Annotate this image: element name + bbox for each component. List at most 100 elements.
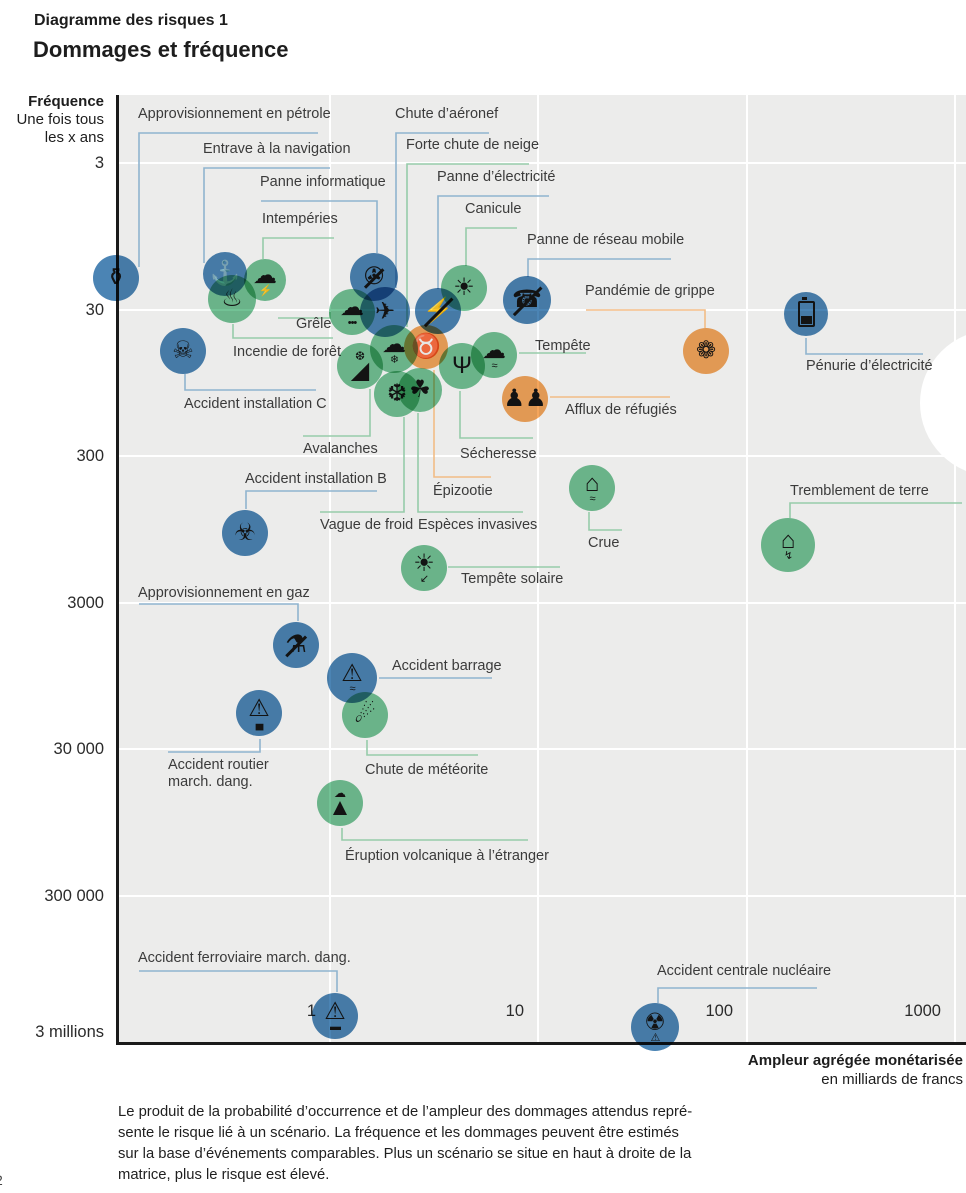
mobile-network-failure-icon-glyph: ☎ — [512, 286, 542, 313]
snowfall-cloud-icon-sub-glyph: ❄ — [389, 353, 399, 366]
leader-line-chute-meteorite — [366, 740, 478, 756]
y-tick-label-30 000: 30 000 — [53, 740, 104, 758]
y-gridline-3000 — [119, 602, 966, 604]
leader-line-accident-installation-c — [184, 374, 316, 391]
gas-pipe-icon-glyph: ⚗ — [285, 631, 307, 658]
y-tick-label-300: 300 — [76, 447, 104, 465]
leader-line-tremblement-terre — [789, 502, 962, 518]
earthquake-house-icon: ⌂ ↯ — [781, 528, 796, 562]
bubble-eruption-volcanique: ☁ ▲ — [317, 780, 363, 826]
wind-storm-cloud-icon-sub-glyph: ≈ — [491, 359, 497, 372]
gas-pipe-icon: ⚗ — [285, 633, 307, 657]
point-label-incendie-foret: Incendie de forêt — [233, 344, 342, 360]
y-axis-line — [116, 95, 119, 1045]
it-failure-icon: ✇ — [364, 265, 384, 289]
leader-line-chute-aeronef — [395, 132, 489, 288]
bubble-panne-reseau-mobile: ☎ — [503, 276, 551, 324]
point-label-accident-barrage: Accident barrage — [392, 658, 502, 674]
y-gridline-300 000 — [119, 895, 966, 897]
point-label-vague-de-froid: Vague de froid — [320, 517, 414, 533]
refugees-people-icon: ♟♟ — [503, 387, 546, 411]
leader-line-secheresse — [459, 391, 533, 439]
point-label-pandemie-grippe: Pandémie de grippe — [585, 283, 715, 299]
hail-cloud-icon-glyph: ☁ — [340, 293, 364, 321]
point-label-epizootie: Épizootie — [433, 483, 493, 499]
y-gridline-3 — [119, 162, 966, 164]
point-label-entrave-navigation: Entrave à la navigation — [203, 141, 351, 157]
point-label-secheresse: Sécheresse — [460, 446, 537, 462]
leader-line-especes-invasives — [417, 413, 523, 513]
forest-fire-icon: ♨ — [221, 287, 243, 311]
point-label-tempete-solaire: Tempête solaire — [461, 571, 564, 587]
truck-warning-icon-sub-glyph: ▄ — [255, 717, 264, 730]
bubble-approvisionnement-gaz: ⚗ — [273, 622, 319, 668]
point-label-intemperies: Intempéries — [262, 211, 338, 227]
solar-storm-icon: ☀ ↙ — [413, 549, 435, 585]
dam-wave-icon-glyph: ⚠ — [341, 659, 363, 687]
leader-line-accident-installation-b — [245, 490, 377, 509]
x-axis-subtitle: en milliards de francs — [821, 1071, 963, 1088]
flooded-house-icon: ⌂ ≈ — [584, 469, 600, 505]
leader-line-incendie-foret — [232, 324, 333, 339]
page-title: Dommages et fréquence — [33, 37, 289, 62]
it-failure-icon-glyph: ✇ — [363, 263, 385, 290]
point-label-chute-meteorite: Chute de météorite — [365, 762, 489, 778]
storm-rain-icon: ☁ ⚡ — [253, 261, 277, 297]
train-warning-icon: ⚠ ▬ — [324, 999, 346, 1033]
point-label-tremblement-terre: Tremblement de terre — [790, 483, 929, 499]
point-label-approvisionnement-petrole: Approvisionnement en pétrole — [138, 106, 331, 122]
flooded-house-icon-glyph: ⌂ — [584, 469, 600, 497]
point-label-panne-informatique: Panne informatique — [260, 174, 386, 190]
point-label-accident-routier: Accident routier march. dang. — [168, 757, 269, 791]
y-tick-label-3: 3 — [94, 154, 104, 172]
snowfall-cloud-icon: ☁ ❄ — [382, 332, 406, 366]
bubble-penurie-electricite — [784, 292, 828, 336]
leader-line-panne-electricite — [437, 195, 549, 289]
x-tick-label-10: 10 — [505, 1002, 524, 1020]
y-gridline-30 000 — [119, 748, 966, 750]
bug-leaf-icon: ☘ — [409, 378, 431, 402]
bubble-approvisionnement-petrole: ⚱ — [93, 255, 139, 301]
battery-low-icon — [797, 297, 815, 327]
mobile-network-failure-icon: ☎ — [512, 288, 542, 312]
battery-shape — [797, 297, 815, 327]
x-axis-line — [116, 1042, 966, 1045]
nuclear-plant-icon-sub-glyph: ⚠ — [650, 1031, 661, 1044]
x-gridline-1 — [329, 95, 331, 1042]
leader-line-approvisionnement-petrole — [138, 132, 318, 267]
point-label-accident-installation-b: Accident installation B — [245, 471, 387, 487]
y-axis-title-line3: les x ans — [44, 129, 104, 146]
leader-line-crue — [588, 512, 622, 531]
heatwave-sun-icon-glyph: ☀ — [453, 274, 475, 301]
nuclear-plant-icon: ☢ ⚠ — [644, 1008, 666, 1044]
x-gridline-10 — [537, 95, 539, 1042]
leader-line-accident-routier — [168, 739, 261, 753]
storm-rain-icon-glyph: ☁ — [253, 261, 277, 289]
nuclear-plant-icon-glyph: ☢ — [644, 1008, 666, 1036]
point-label-avalanches: Avalanches — [303, 441, 378, 457]
truck-warning-icon: ⚠ ▄ — [248, 694, 270, 730]
point-label-canicule: Canicule — [465, 201, 522, 217]
volcano-icon: ☁ ▲ — [328, 787, 352, 820]
point-label-especes-invasives: Espèces invasives — [418, 517, 538, 533]
bubble-tempete-solaire: ☀ ↙ — [401, 545, 447, 591]
truck-warning-icon-glyph: ⚠ — [248, 694, 270, 722]
dry-tree-icon-glyph: Ψ — [451, 352, 473, 379]
dam-wave-icon-sub-glyph: ≈ — [349, 682, 355, 695]
point-label-eruption-volcanique: Éruption volcanique à l’étranger — [345, 848, 549, 864]
y-tick-label-3000: 3000 — [67, 594, 104, 612]
virus-icon: ❁ — [696, 339, 716, 363]
point-label-chute-aeronef: Chute d’aéronef — [395, 106, 499, 122]
bubble-accident-installation-b: ☣ — [222, 510, 268, 556]
solar-storm-icon-sub-glyph: ↙ — [419, 572, 429, 585]
leader-line-entrave-navigation — [203, 167, 330, 263]
meteorite-icon-glyph: ☄ — [354, 701, 376, 728]
point-label-penurie-electricite: Pénurie d’électricité — [806, 358, 933, 374]
footnote-text: Le produit de la probabilité d’occurrenc… — [118, 1104, 693, 1183]
solar-storm-icon-glyph: ☀ — [413, 549, 435, 577]
bubble-chute-meteorite: ☄ — [342, 692, 388, 738]
point-label-crue: Crue — [588, 535, 620, 551]
earthquake-house-icon-sub-glyph: ↯ — [783, 549, 793, 562]
bubble-crue: ⌂ ≈ — [569, 465, 615, 511]
wind-storm-cloud-icon-glyph: ☁ — [482, 336, 506, 364]
